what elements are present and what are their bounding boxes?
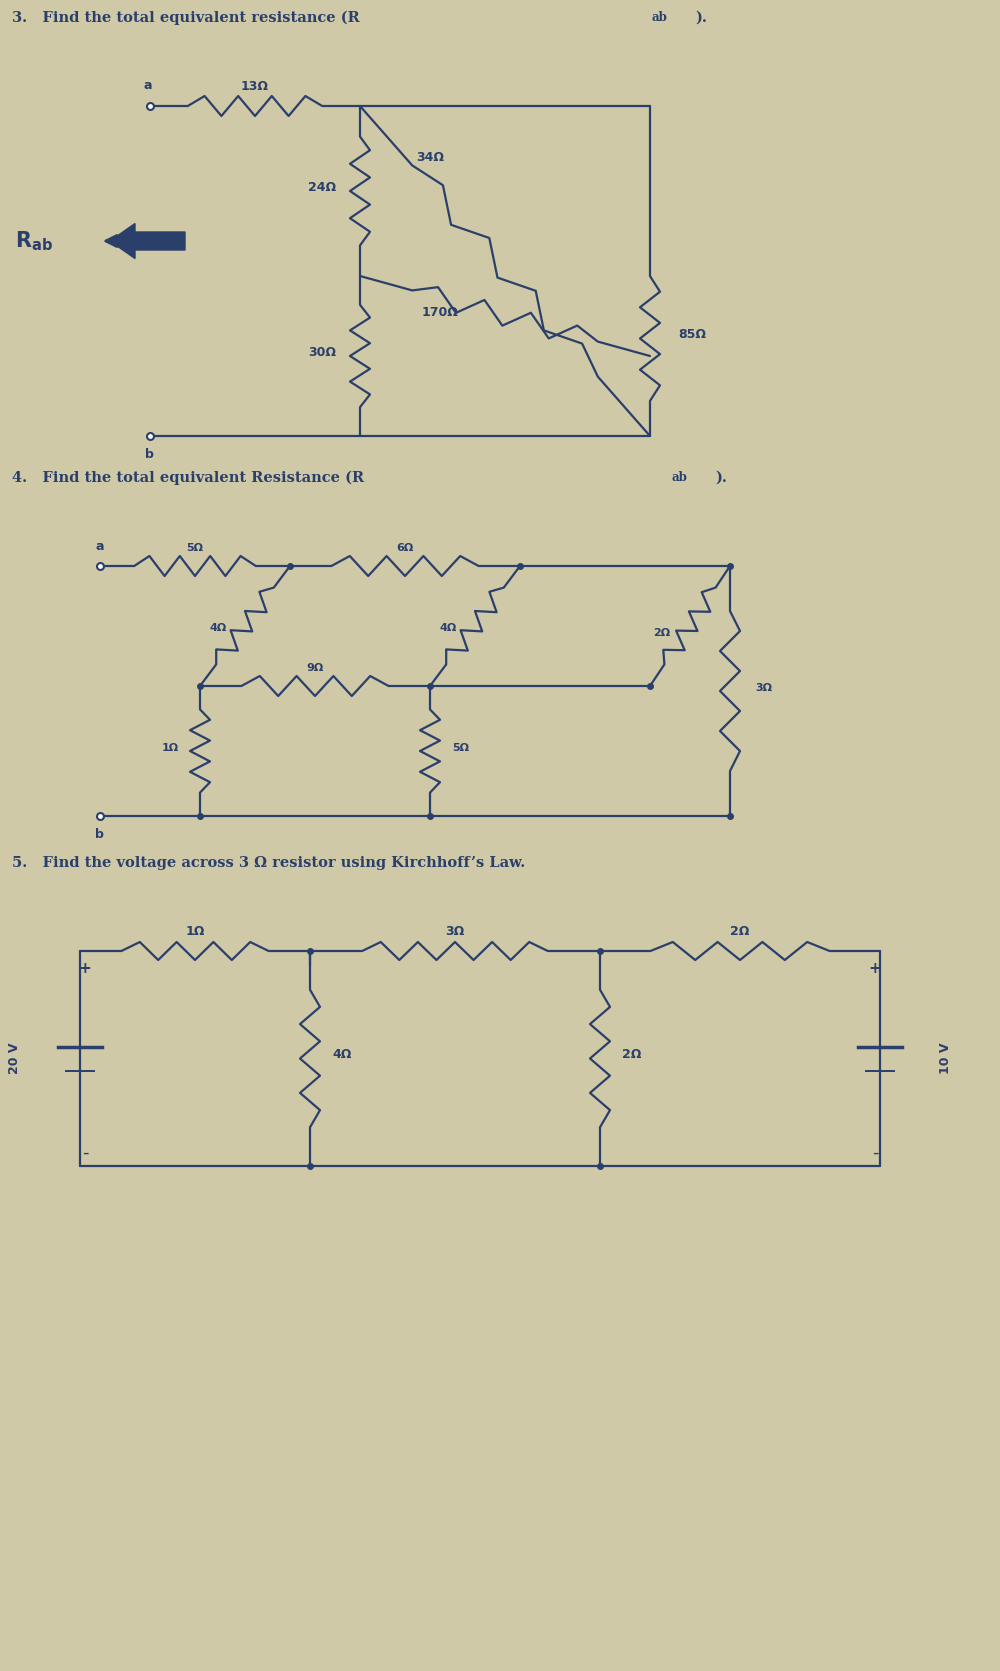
Text: b: b xyxy=(95,829,104,841)
Text: 5.   Find the voltage across 3 Ω resistor using Kirchhoff’s Law.: 5. Find the voltage across 3 Ω resistor … xyxy=(12,856,525,871)
Text: 9Ω: 9Ω xyxy=(306,663,324,673)
Text: 85Ω: 85Ω xyxy=(678,329,706,341)
Text: +: + xyxy=(79,961,91,976)
Text: ).: ). xyxy=(695,12,707,25)
Text: 3Ω: 3Ω xyxy=(755,683,772,693)
Text: 1Ω: 1Ω xyxy=(161,744,179,754)
Text: 2Ω: 2Ω xyxy=(653,628,671,638)
Text: 30Ω: 30Ω xyxy=(308,346,336,359)
Text: ab: ab xyxy=(672,471,688,485)
Text: 4Ω: 4Ω xyxy=(439,623,457,633)
Text: 3.   Find the total equivalent resistance (R: 3. Find the total equivalent resistance … xyxy=(12,12,360,25)
Text: +: + xyxy=(869,961,881,976)
Text: -: - xyxy=(82,1145,88,1161)
Text: 2Ω: 2Ω xyxy=(730,926,750,937)
Text: ab: ab xyxy=(652,12,668,23)
Text: a: a xyxy=(143,79,152,92)
Text: b: b xyxy=(145,448,154,461)
Text: 2Ω: 2Ω xyxy=(622,1048,641,1061)
Text: 6Ω: 6Ω xyxy=(396,543,414,553)
Text: 10 V: 10 V xyxy=(939,1043,952,1074)
Text: $\mathbf{R_{ab}}$: $\mathbf{R_{ab}}$ xyxy=(15,229,53,252)
Text: ).: ). xyxy=(715,471,727,485)
Text: 5Ω: 5Ω xyxy=(186,543,204,553)
Text: 3Ω: 3Ω xyxy=(445,926,465,937)
Text: -: - xyxy=(872,1145,878,1161)
Text: 4Ω: 4Ω xyxy=(332,1048,351,1061)
Text: 4.   Find the total equivalent Resistance (R: 4. Find the total equivalent Resistance … xyxy=(12,471,364,485)
Text: 1Ω: 1Ω xyxy=(185,926,205,937)
FancyArrow shape xyxy=(110,224,185,259)
Text: 170Ω: 170Ω xyxy=(422,306,458,319)
Text: 24Ω: 24Ω xyxy=(308,180,336,194)
Text: 13Ω: 13Ω xyxy=(241,80,269,94)
Text: 5Ω: 5Ω xyxy=(452,744,469,754)
Text: 20 V: 20 V xyxy=(8,1043,22,1074)
Text: 4Ω: 4Ω xyxy=(209,623,227,633)
Text: a: a xyxy=(95,540,104,553)
Text: 34Ω: 34Ω xyxy=(416,150,444,164)
